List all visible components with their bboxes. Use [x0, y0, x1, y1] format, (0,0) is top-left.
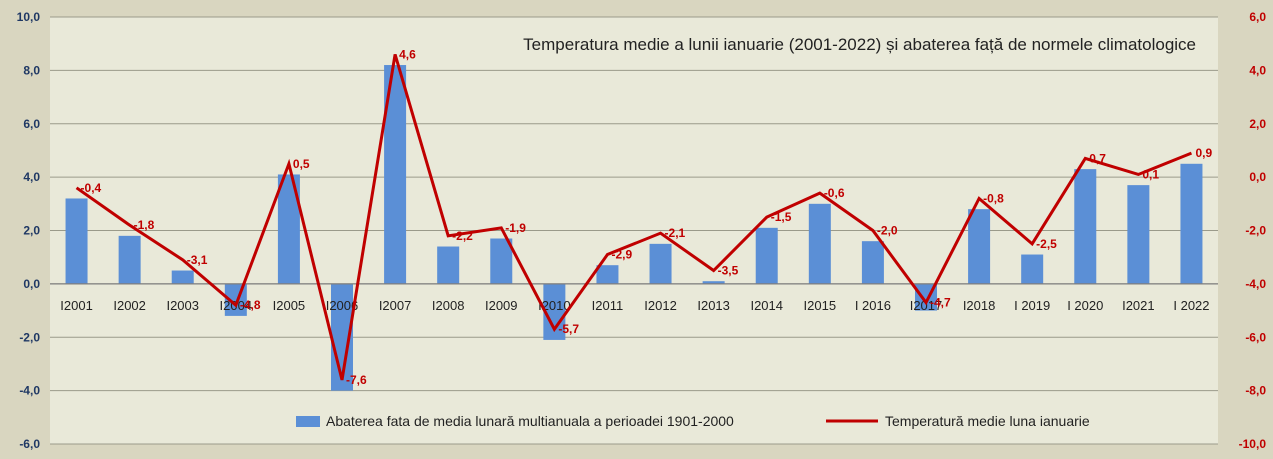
data-label: -2,1: [665, 226, 686, 240]
data-label: -1,5: [771, 210, 792, 224]
line-series: [75, 53, 1193, 381]
bar: [1127, 185, 1150, 284]
data-label: 0,7: [1089, 151, 1106, 165]
data-label: -0,4: [81, 181, 102, 195]
line-data-labels: -0,4 -1,8 -3,1 -4,8 0,5 -7,6 4,6 -2,2 -1,9 -5,7 -2…: [81, 47, 1213, 387]
bar: [384, 65, 407, 284]
data-label: -3,5: [718, 264, 739, 278]
bar: [1074, 169, 1097, 284]
data-label: -2,5: [1036, 237, 1057, 251]
category-label: I2002: [113, 298, 146, 313]
data-label: -1,8: [134, 218, 155, 232]
category-label: I2015: [804, 298, 837, 313]
left-tick-label: 6,0: [23, 117, 40, 131]
data-label: -0,8: [983, 191, 1004, 205]
right-tick-label: -2,0: [1245, 224, 1266, 238]
right-axis-ticks: -10,0 -8,0 -6,0 -4,0 -2,0 0,0 2,0 4,0 6,0: [1239, 10, 1267, 451]
data-label: -2,9: [611, 248, 632, 262]
legend-bar-swatch: [296, 416, 320, 427]
bar: [649, 243, 672, 284]
category-label: I2007: [379, 298, 412, 313]
right-tick-label: 6,0: [1249, 10, 1266, 24]
data-label: -2,2: [452, 229, 473, 243]
category-label: I 2020: [1067, 298, 1103, 313]
left-tick-label: -6,0: [19, 437, 40, 451]
bar: [755, 227, 778, 284]
category-label: I2003: [166, 298, 199, 313]
data-label: -7,6: [346, 373, 367, 387]
legend: Abaterea fata de media lunară multianual…: [296, 413, 1090, 429]
left-tick-label: -2,0: [19, 330, 40, 344]
left-tick-label: 0,0: [23, 277, 40, 291]
right-tick-label: -6,0: [1245, 330, 1266, 344]
category-label: I2011: [592, 298, 624, 313]
data-label: 0,9: [1195, 146, 1212, 160]
category-labels: I2001 I2002 I2003 I2004 I2005 I2006 I2007 I2008…: [60, 298, 1209, 313]
bar: [702, 281, 725, 284]
category-label: I 2019: [1014, 298, 1050, 313]
data-label: -4,7: [930, 296, 951, 310]
bar: [968, 209, 991, 284]
right-tick-label: -10,0: [1239, 437, 1267, 451]
data-label: -1,9: [505, 221, 526, 235]
bar: [171, 270, 194, 284]
bar: [277, 174, 300, 284]
data-label: 0,1: [1142, 167, 1159, 181]
category-label: I2001: [60, 298, 93, 313]
right-tick-label: 2,0: [1249, 117, 1266, 131]
data-label: -4,8: [240, 298, 261, 312]
bar: [1180, 163, 1203, 284]
bar-series: [65, 65, 1203, 391]
chart-title: Temperatura medie a lunii ianuarie (2001…: [523, 35, 1196, 54]
left-tick-label: 10,0: [17, 10, 41, 24]
bar: [808, 203, 831, 284]
category-label: I2006: [326, 298, 359, 313]
left-tick-label: 4,0: [23, 170, 40, 184]
bar: [331, 283, 353, 391]
bar: [543, 283, 566, 340]
bar: [65, 198, 88, 284]
category-label: I2010: [538, 298, 571, 313]
bar: [490, 238, 513, 284]
left-axis-ticks: -6,0 -4,0 -2,0 0,0 2,0 4,0 6,0 8,0 10,0: [17, 10, 41, 451]
bar: [1021, 254, 1044, 284]
data-label: -3,1: [187, 253, 208, 267]
data-label: -5,7: [558, 322, 579, 336]
right-tick-label: -4,0: [1245, 277, 1266, 291]
bar: [118, 235, 141, 284]
bar: [437, 246, 460, 284]
right-tick-label: -8,0: [1245, 384, 1266, 398]
right-tick-label: 0,0: [1249, 170, 1266, 184]
legend-bar-label: Abaterea fata de media lunară multianual…: [326, 413, 734, 429]
legend-line-label: Temperatură medie luna ianuarie: [885, 413, 1090, 429]
category-label: I 2016: [855, 298, 891, 313]
category-label: I2005: [273, 298, 306, 313]
bar: [861, 241, 884, 284]
right-tick-label: 4,0: [1249, 63, 1266, 77]
temperature-line: [75, 53, 1193, 381]
category-label: I2017: [910, 298, 943, 313]
left-tick-label: 2,0: [23, 224, 40, 238]
data-label: -2,0: [877, 224, 898, 238]
left-tick-label: -4,0: [19, 384, 40, 398]
category-label: I2012: [644, 298, 677, 313]
category-label: I2018: [963, 298, 996, 313]
category-label: I2013: [697, 298, 730, 313]
category-label: I2021: [1122, 298, 1155, 313]
data-label: 0,5: [293, 157, 310, 171]
category-label: I2008: [432, 298, 465, 313]
left-tick-label: 8,0: [23, 63, 40, 77]
bar: [596, 265, 619, 284]
data-label: 4,6: [399, 47, 416, 61]
category-label: I 2022: [1173, 298, 1209, 313]
category-label: I2009: [485, 298, 518, 313]
data-label: -0,6: [824, 186, 845, 200]
category-label: I2014: [750, 298, 783, 313]
